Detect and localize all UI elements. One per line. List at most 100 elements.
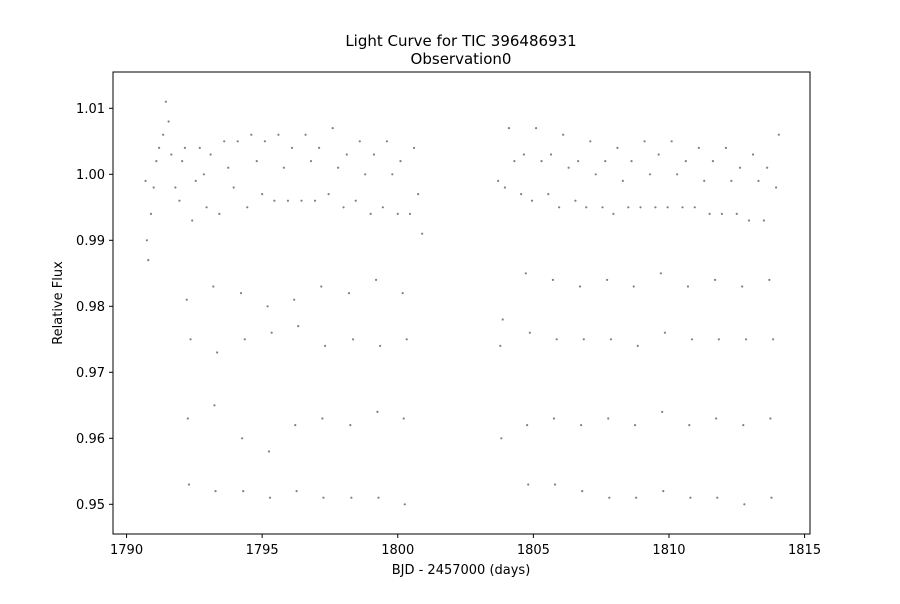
- data-point: [232, 186, 235, 189]
- data-point: [243, 338, 246, 341]
- data-point: [263, 140, 266, 143]
- data-point: [214, 490, 217, 493]
- data-point: [321, 417, 324, 420]
- data-point: [711, 160, 715, 163]
- data-point: [688, 424, 691, 427]
- data-points: [144, 100, 780, 506]
- data-point: [320, 285, 323, 288]
- data-point: [501, 318, 504, 321]
- data-point: [654, 206, 657, 209]
- data-point: [547, 193, 550, 196]
- data-point: [385, 140, 389, 143]
- data-point: [632, 285, 635, 288]
- data-point: [715, 417, 718, 420]
- data-point: [227, 166, 230, 169]
- data-point: [396, 212, 399, 215]
- data-point: [194, 179, 197, 182]
- data-point: [552, 417, 556, 420]
- data-point: [152, 186, 155, 189]
- data-point: [345, 153, 348, 156]
- data-point: [286, 199, 290, 202]
- data-point: [318, 146, 321, 149]
- data-point: [187, 483, 191, 486]
- data-point: [255, 160, 258, 163]
- data-point: [294, 424, 297, 427]
- data-point: [601, 206, 604, 209]
- y-tick-label: 0.95: [76, 498, 105, 513]
- x-axis-ticks: 1790 1795 1800 1805 1810 1815: [110, 534, 821, 558]
- data-point: [277, 133, 280, 136]
- data-point: [770, 496, 773, 499]
- data-point: [499, 344, 502, 347]
- data-point: [577, 160, 580, 163]
- data-point: [417, 193, 420, 196]
- data-point: [553, 483, 557, 486]
- data-point: [540, 160, 543, 163]
- y-tick-label: 0.98: [76, 300, 105, 315]
- data-point: [399, 160, 402, 163]
- data-point: [558, 206, 561, 209]
- data-point: [313, 199, 317, 202]
- data-point: [354, 199, 357, 202]
- x-tick-label: 1795: [246, 543, 279, 558]
- data-point: [209, 153, 212, 156]
- data-point: [636, 344, 639, 347]
- data-point: [350, 496, 353, 499]
- data-point: [648, 173, 652, 176]
- data-point: [589, 140, 592, 143]
- data-point: [578, 285, 582, 288]
- data-point: [322, 496, 325, 499]
- data-point: [772, 338, 775, 341]
- data-point: [713, 278, 717, 281]
- data-point: [186, 417, 189, 420]
- data-point: [534, 127, 538, 130]
- data-point: [507, 127, 511, 130]
- data-point: [690, 338, 694, 341]
- data-point: [266, 305, 269, 308]
- data-point: [670, 140, 673, 143]
- data-point: [170, 153, 173, 156]
- x-tick-label: 1815: [788, 543, 821, 558]
- data-point: [144, 179, 147, 182]
- chart-title-line-1: Light Curve for TIC 396486931: [345, 32, 576, 50]
- data-point: [405, 338, 408, 341]
- data-point: [657, 153, 660, 156]
- y-axis-ticks: 0.95 0.96 0.97 0.98 0.99 1.00 1.01: [76, 102, 113, 513]
- data-point: [582, 338, 585, 341]
- data-point: [697, 146, 700, 149]
- data-point: [768, 278, 771, 281]
- data-point: [270, 331, 273, 334]
- x-tick-label: 1810: [652, 543, 685, 558]
- data-point: [236, 140, 239, 143]
- data-point: [174, 186, 177, 189]
- data-point: [250, 133, 253, 136]
- data-point: [309, 160, 313, 163]
- data-point: [616, 146, 619, 149]
- data-point: [681, 206, 684, 209]
- data-point: [555, 338, 558, 341]
- y-tick-label: 0.97: [76, 366, 105, 381]
- data-point: [297, 325, 300, 328]
- y-axis-label: Relative Flux: [51, 261, 66, 345]
- data-point: [205, 206, 208, 209]
- data-point: [290, 146, 294, 149]
- data-point: [347, 292, 351, 295]
- data-point: [663, 331, 667, 334]
- data-point: [218, 212, 221, 215]
- data-point: [608, 496, 611, 499]
- data-point: [744, 338, 748, 341]
- data-point: [735, 212, 738, 215]
- data-point: [497, 179, 500, 182]
- data-point: [239, 292, 243, 295]
- data-point: [377, 496, 380, 499]
- data-point: [580, 424, 583, 427]
- data-point: [528, 331, 531, 334]
- data-point: [145, 239, 148, 242]
- data-point: [374, 278, 378, 281]
- data-point: [747, 219, 751, 222]
- data-point: [369, 212, 372, 215]
- data-point: [178, 199, 181, 202]
- data-point: [526, 424, 529, 427]
- data-point: [757, 179, 760, 182]
- data-point: [246, 206, 249, 209]
